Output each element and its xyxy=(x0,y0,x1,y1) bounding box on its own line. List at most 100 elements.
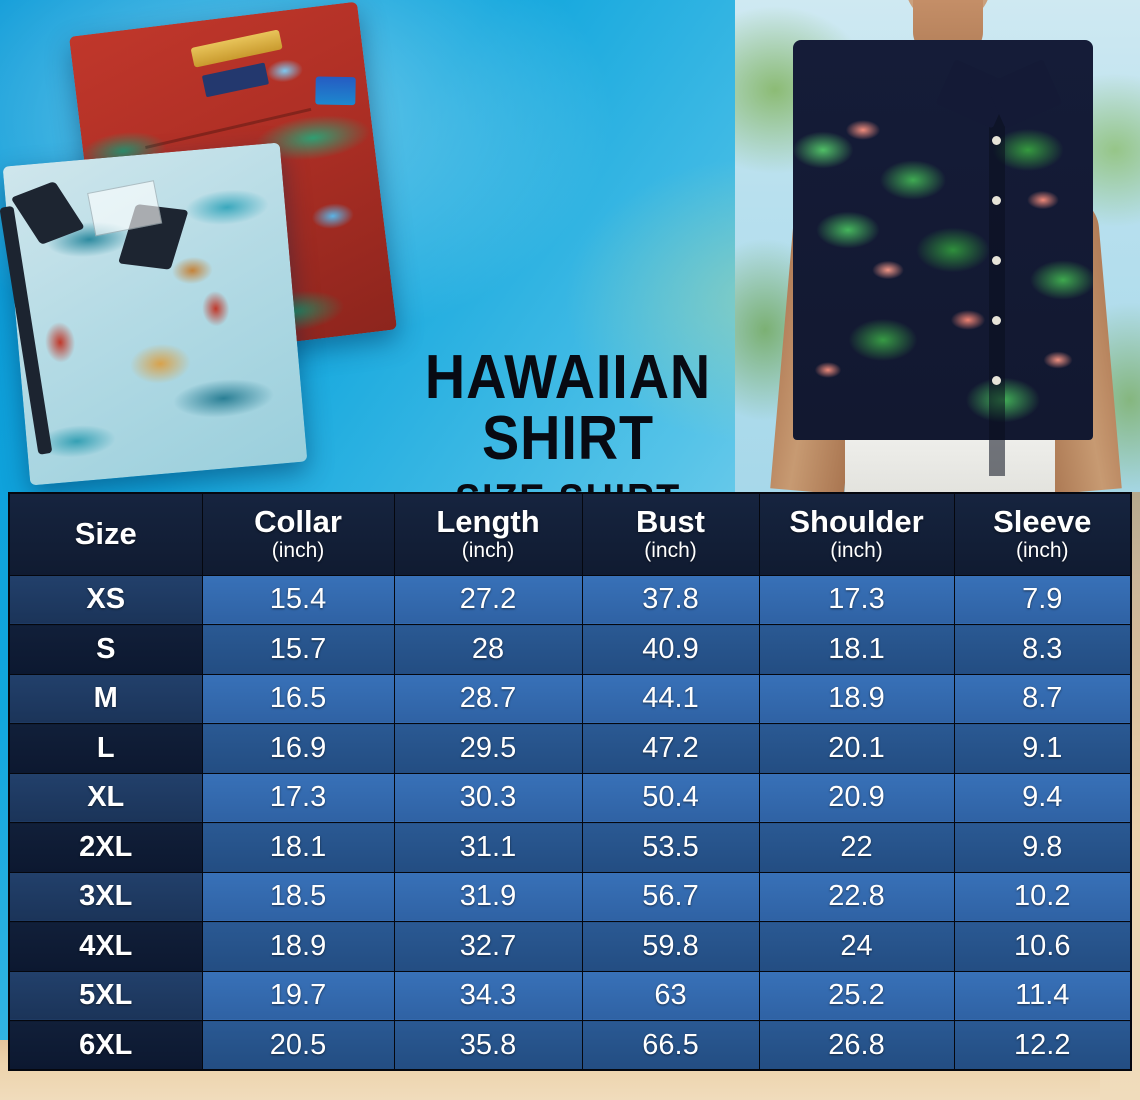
table-row: L 16.9 29.5 47.2 20.1 9.1 xyxy=(8,723,1132,774)
cell-collar: 15.4 xyxy=(201,574,395,625)
cell-collar: 18.5 xyxy=(201,871,395,922)
cell-size: 6XL xyxy=(8,1020,203,1071)
cell-collar: 16.9 xyxy=(201,723,395,774)
header-label: Length xyxy=(436,504,540,540)
header-label: Size xyxy=(74,515,137,551)
cell-size: L xyxy=(8,723,203,774)
table-body: XS 15.4 27.2 37.8 17.3 7.9 S 15.7 28 40.9 18.1 8.3 M… xyxy=(8,574,1132,1071)
cell-sleeve: 10.6 xyxy=(953,921,1132,972)
red-shirt-sleeve-logo xyxy=(315,76,356,106)
cell-size: 2XL xyxy=(8,822,203,873)
shirt-button xyxy=(992,196,1001,205)
column-header-collar: Collar (inch) xyxy=(201,492,395,576)
cell-size: XS xyxy=(8,574,203,625)
column-header-sleeve: Sleeve (inch) xyxy=(953,492,1132,576)
cell-collar: 20.5 xyxy=(201,1020,395,1071)
column-header-size: Size xyxy=(8,492,203,576)
table-row: 3XL 18.5 31.9 56.7 22.8 10.2 xyxy=(8,871,1132,922)
cell-sleeve: 8.3 xyxy=(953,624,1132,675)
shirt-button xyxy=(992,376,1001,385)
cell-bust: 40.9 xyxy=(581,624,760,675)
cell-sleeve: 9.8 xyxy=(953,822,1132,873)
cell-shoulder: 24 xyxy=(758,921,955,972)
cell-bust: 50.4 xyxy=(581,772,760,823)
cell-size: 3XL xyxy=(8,871,203,922)
header-unit: (inch) xyxy=(644,539,697,563)
cell-length: 29.5 xyxy=(393,723,583,774)
cell-sleeve: 8.7 xyxy=(953,673,1132,724)
cell-sleeve: 12.2 xyxy=(953,1020,1132,1071)
cell-bust: 47.2 xyxy=(581,723,760,774)
cell-collar: 17.3 xyxy=(201,772,395,823)
cell-bust: 59.8 xyxy=(581,921,760,972)
shirt-button xyxy=(992,316,1001,325)
cell-sleeve: 10.2 xyxy=(953,871,1132,922)
cell-length: 28.7 xyxy=(393,673,583,724)
blue-shirt-collar-left xyxy=(10,181,85,245)
table-row: XS 15.4 27.2 37.8 17.3 7.9 xyxy=(8,574,1132,625)
cell-length: 34.3 xyxy=(393,970,583,1021)
column-header-shoulder: Shoulder (inch) xyxy=(758,492,955,576)
cell-length: 31.9 xyxy=(393,871,583,922)
cell-bust: 56.7 xyxy=(581,871,760,922)
cell-length: 31.1 xyxy=(393,822,583,873)
cell-shoulder: 25.2 xyxy=(758,970,955,1021)
header-unit: (inch) xyxy=(271,539,325,563)
cell-shoulder: 20.1 xyxy=(758,723,955,774)
header-unit: (inch) xyxy=(830,539,883,563)
table-row: 5XL 19.7 34.3 63 25.2 11.4 xyxy=(8,970,1132,1021)
cell-size: XL xyxy=(8,772,203,823)
cell-collar: 19.7 xyxy=(201,970,395,1021)
cell-size: 5XL xyxy=(8,970,203,1021)
column-header-length: Length (inch) xyxy=(393,492,583,576)
shirt-button xyxy=(992,256,1001,265)
cell-length: 35.8 xyxy=(393,1020,583,1071)
header-unit: (inch) xyxy=(1015,539,1069,563)
header-row: Size Collar (inch) Length (inch) Bust (i… xyxy=(8,492,1132,576)
cell-sleeve: 11.4 xyxy=(953,970,1132,1021)
cell-length: 28 xyxy=(393,624,583,675)
cell-bust: 44.1 xyxy=(581,673,760,724)
cell-sleeve: 9.1 xyxy=(953,723,1132,774)
cell-shoulder: 18.9 xyxy=(758,673,955,724)
cell-size: 4XL xyxy=(8,921,203,972)
cell-shoulder: 26.8 xyxy=(758,1020,955,1071)
table-row: M 16.5 28.7 44.1 18.9 8.7 xyxy=(8,673,1132,724)
table-row: XL 17.3 30.3 50.4 20.9 9.4 xyxy=(8,772,1132,823)
cell-collar: 15.7 xyxy=(201,624,395,675)
cell-length: 30.3 xyxy=(393,772,583,823)
cell-collar: 18.1 xyxy=(201,822,395,873)
title-block: HAWAIIAN SHIRT SIZE SHIRT xyxy=(318,343,818,522)
cell-size: S xyxy=(8,624,203,675)
cell-shoulder: 22 xyxy=(758,822,955,873)
cell-sleeve: 9.4 xyxy=(953,772,1132,823)
page-title: HAWAIIAN SHIRT xyxy=(424,343,712,473)
navy-flamingo-shirt xyxy=(793,40,1093,476)
cell-collar: 16.5 xyxy=(201,673,395,724)
model-wearing-hawaiian-shirt-photo xyxy=(735,0,1140,492)
cell-shoulder: 22.8 xyxy=(758,871,955,922)
header-label: Collar xyxy=(254,504,342,540)
cell-bust: 53.5 xyxy=(581,822,760,873)
header-label: Bust xyxy=(636,504,705,540)
header-label: Sleeve xyxy=(993,504,1092,540)
cell-shoulder: 18.1 xyxy=(758,624,955,675)
cell-bust: 66.5 xyxy=(581,1020,760,1071)
table-row: 2XL 18.1 31.1 53.5 22 9.8 xyxy=(8,822,1132,873)
table-row: 6XL 20.5 35.8 66.5 26.8 12.2 xyxy=(8,1020,1132,1071)
table-row: S 15.7 28 40.9 18.1 8.3 xyxy=(8,624,1132,675)
blue-hawaiian-shirt xyxy=(0,142,308,486)
cell-size: M xyxy=(8,673,203,724)
cell-shoulder: 20.9 xyxy=(758,772,955,823)
shirt-button xyxy=(992,136,1001,145)
header-label: Shoulder xyxy=(789,504,924,540)
cell-bust: 63 xyxy=(581,970,760,1021)
column-header-bust: Bust (inch) xyxy=(581,492,760,576)
shirt-placket xyxy=(989,98,1005,476)
cell-length: 27.2 xyxy=(393,574,583,625)
table-row: 4XL 18.9 32.7 59.8 24 10.6 xyxy=(8,921,1132,972)
cell-shoulder: 17.3 xyxy=(758,574,955,625)
cell-length: 32.7 xyxy=(393,921,583,972)
table-header: Size Collar (inch) Length (inch) Bust (i… xyxy=(8,492,1132,576)
cell-collar: 18.9 xyxy=(201,921,395,972)
